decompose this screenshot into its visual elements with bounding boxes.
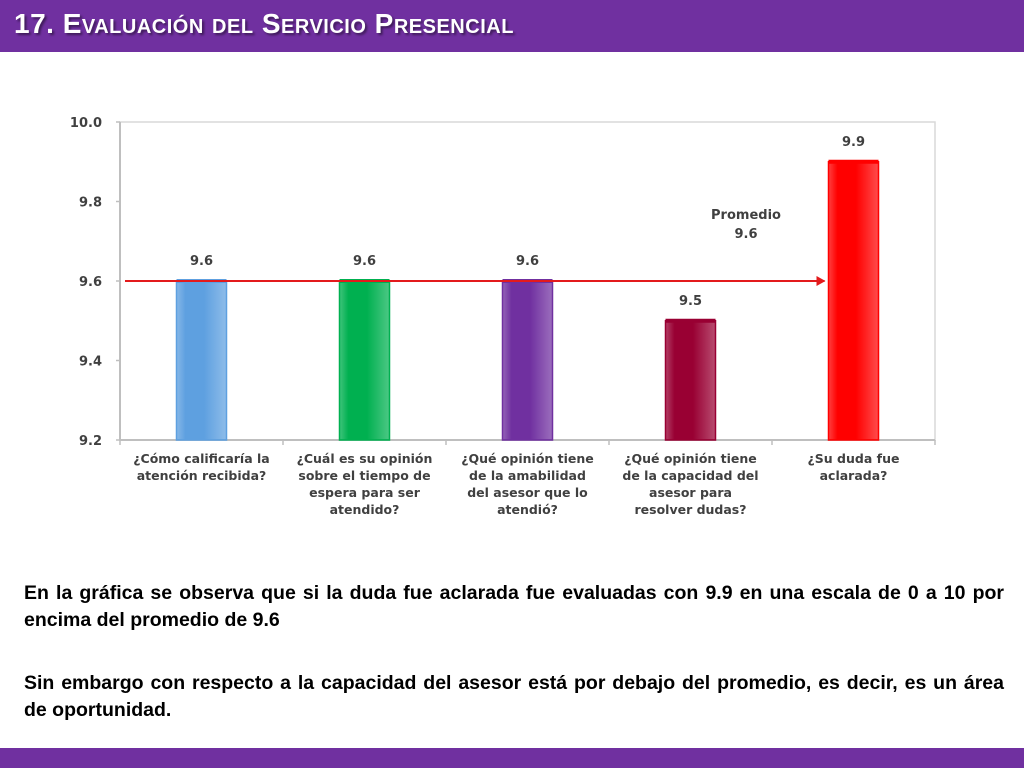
paragraph-summary: En la gráfica se observa que si la duda …	[24, 581, 1004, 631]
value-label: 9.5	[679, 294, 702, 309]
footer-bar	[0, 748, 1024, 768]
page-title: 17. Evaluación del Servicio Presencial	[14, 8, 514, 39]
category-label: ¿Cuál es su opinión	[297, 451, 433, 466]
bar	[664, 320, 717, 441]
category-label: ¿Cómo calificaría la	[133, 451, 269, 466]
bar	[827, 161, 880, 441]
bar	[501, 280, 554, 441]
category-label: ¿Qué opinión tiene	[461, 451, 594, 466]
value-label: 9.6	[516, 254, 539, 269]
category-label: resolver dudas?	[634, 502, 746, 517]
bar-chart: 10.0 9.8 9.6 9.4 9.2 9.6 ¿Cómo calificaría la a…	[70, 116, 936, 517]
bar-top	[828, 159, 879, 164]
bar	[175, 280, 228, 441]
y-tick-label: 10.0	[70, 116, 102, 131]
value-label: 9.9	[842, 135, 865, 150]
category-label: asesor para	[649, 485, 732, 500]
category-label: espera para ser	[309, 485, 421, 500]
value-label: 9.6	[353, 254, 376, 269]
bar-top	[665, 318, 716, 323]
category-label: ¿Su duda fue	[808, 451, 900, 466]
category-label: atención recibida?	[137, 468, 267, 483]
bar	[338, 280, 391, 441]
category-label: de la capacidad del	[622, 468, 758, 483]
average-label: 9.6	[734, 227, 757, 242]
value-label: 9.6	[190, 254, 213, 269]
category-label: sobre el tiempo de	[298, 468, 430, 483]
paragraph-opportunity: Sin embargo con respecto a la capacidad …	[24, 671, 1004, 721]
title-bar: 17. Evaluación del Servicio Presencial	[0, 0, 1024, 52]
category-label: atendió?	[497, 502, 558, 517]
category-label: aclarada?	[820, 468, 888, 483]
y-tick-label: 9.4	[79, 355, 102, 370]
y-tick-label: 9.6	[79, 275, 102, 290]
category-label: del asesor que lo	[467, 485, 588, 500]
y-tick-label: 9.2	[79, 434, 102, 449]
category-label: de la amabilidad	[469, 468, 586, 483]
category-label: ¿Qué opinión tiene	[624, 451, 757, 466]
y-tick-label: 9.8	[79, 196, 102, 211]
average-label: Promedio	[711, 208, 781, 223]
category-label: atendido?	[330, 502, 400, 517]
